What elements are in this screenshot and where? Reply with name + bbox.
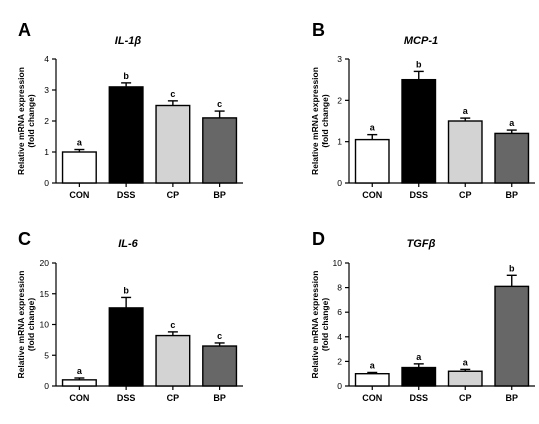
bar-bp [202,345,238,387]
significance-label: a [370,360,376,370]
significance-label: b [123,285,129,295]
y-tick-label: 1 [337,137,342,147]
x-tick-label: CON [69,190,89,200]
significance-label: a [463,357,469,367]
panel-letter: B [312,20,325,40]
bar-bp [494,132,530,184]
significance-label: c [170,89,175,99]
x-tick-label: DSS [409,190,428,200]
y-tick-label: 10 [333,258,343,268]
y-tick-label: 6 [337,307,342,317]
y-tick-label: 0 [337,178,342,188]
panel-a: A IL-1β Relative mRNA expression(fold chan… [16,20,243,200]
bar-con [354,373,390,387]
bar-con [61,151,97,184]
significance-label: a [77,366,83,376]
significance-label: b [509,263,515,273]
bar-dss [108,307,144,387]
significance-label: a [509,118,515,128]
x-tick-label: CON [362,393,382,403]
y-axis-label-line: (fold change) [26,298,36,352]
y-tick-label: 15 [40,289,50,299]
bar-cp [155,104,191,184]
significance-label: c [217,99,222,109]
bar-cp [447,120,483,184]
panel-title: MCP-1 [404,35,438,47]
panel-title: IL-6 [118,238,138,250]
y-axis-label: Relative mRNA expression(fold change) [310,271,330,379]
significance-label: a [416,352,422,362]
panel-d: D TGFβ Relative mRNA expression(fold chang… [310,229,535,403]
y-tick-label: 2 [44,116,49,126]
x-tick-label: CP [167,190,180,200]
x-tick-label: CP [167,393,180,403]
x-tick-label: DSS [117,393,136,403]
y-tick-label: 0 [337,381,342,391]
y-tick-label: 5 [44,350,49,360]
panel-letter: C [18,229,31,249]
panel-letter: A [18,20,31,40]
panel-title: TGFβ [407,238,436,250]
x-tick-label: CP [459,393,472,403]
bar-cp [447,370,483,387]
significance-label: c [170,320,175,330]
y-tick-label: 20 [40,258,50,268]
significance-label: b [416,59,422,69]
panel-title: IL-1β [115,35,142,47]
panel-c: C IL-6 Relative mRNA expression(fold chang… [16,229,243,403]
significance-label: a [463,106,469,116]
y-tick-label: 3 [44,85,49,95]
y-axis-label-line: Relative mRNA expression [310,271,320,379]
x-tick-label: BP [505,190,518,200]
panel-letter: D [312,229,325,249]
bar-con [61,379,97,387]
y-axis-label: Relative mRNA expression(fold change) [16,67,36,175]
bar-cp [155,334,191,387]
significance-label: a [370,123,376,133]
y-axis-label-line: Relative mRNA expression [16,67,26,175]
y-tick-label: 3 [337,54,342,64]
y-tick-label: 0 [44,178,49,188]
x-tick-label: BP [213,190,226,200]
x-tick-label: CP [459,190,472,200]
bar-dss [401,78,437,184]
y-tick-label: 10 [40,320,50,330]
y-axis-label-line: (fold change) [320,298,330,352]
y-tick-label: 4 [44,54,49,64]
y-axis-label-line: (fold change) [26,94,36,148]
significance-label: b [123,71,129,81]
y-tick-label: 2 [337,356,342,366]
y-axis-label: Relative mRNA expression(fold change) [16,271,36,379]
x-tick-label: CON [362,190,382,200]
x-tick-label: BP [505,393,518,403]
x-tick-label: DSS [117,190,136,200]
significance-label: c [217,331,222,341]
bar-bp [494,285,530,387]
y-tick-label: 4 [337,332,342,342]
panel-b: B MCP-1 Relative mRNA expression(fold chan… [310,20,535,200]
significance-label: a [77,138,83,148]
y-tick-label: 1 [44,147,49,157]
bar-dss [108,86,144,184]
y-tick-label: 8 [337,283,342,293]
y-tick-label: 2 [337,95,342,105]
x-tick-label: CON [69,393,89,403]
bar-dss [401,366,437,387]
x-tick-label: DSS [409,393,428,403]
y-tick-label: 0 [44,381,49,391]
bar-con [354,138,390,184]
x-tick-label: BP [213,393,226,403]
y-axis-label: Relative mRNA expression(fold change) [310,67,330,175]
y-axis-label-line: (fold change) [320,94,330,148]
y-axis-label-line: Relative mRNA expression [16,271,26,379]
bar-bp [202,117,238,184]
y-axis-label-line: Relative mRNA expression [310,67,320,175]
